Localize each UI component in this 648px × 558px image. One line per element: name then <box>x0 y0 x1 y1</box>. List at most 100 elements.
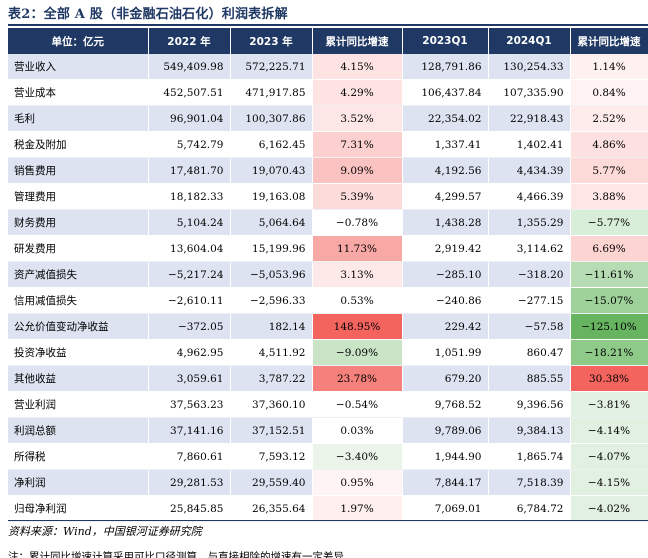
header-annual-growth: 累计同比增速 <box>312 28 403 54</box>
cell-2023: 15,199.96 <box>230 235 313 262</box>
cell-2024q1: 885.55 <box>488 365 571 392</box>
cell-annual-growth: 4.29% <box>312 79 403 106</box>
footnote: 注：累计同比增速计算采用可比口径测算，与直接相除的增速有一定差异 <box>8 551 344 558</box>
table-row: 利润总额 37,141.16 37,152.51 0.03% 9,789.06 9,384… <box>8 417 648 444</box>
row-label: 财务费用 <box>8 209 149 236</box>
cell-2022: 13,604.04 <box>148 235 231 262</box>
cell-2023: 7,593.12 <box>230 443 313 470</box>
cell-2023: 5,064.64 <box>230 209 313 236</box>
table-row: 公允价值变动净收益 −372.05 182.14 148.95% 229.42 −57.5… <box>8 313 648 340</box>
row-label: 管理费用 <box>8 183 149 210</box>
cell-quarter-growth: −5.77% <box>570 209 648 236</box>
cell-2023q1: 4,299.57 <box>402 183 489 210</box>
table-row: 营业收入 549,409.98 572,225.71 4.15% 128,791.86 1… <box>8 54 648 80</box>
cell-2023q1: 2,919.42 <box>402 235 489 262</box>
cell-annual-growth: −0.78% <box>312 209 403 236</box>
income-statement-table: 单位：亿元 2022 年 2023 年 累计同比增速 2023Q1 2024Q1… <box>8 28 648 522</box>
cell-annual-growth: −9.09% <box>312 339 403 366</box>
table-row: 其他收益 3,059.61 3,787.22 23.78% 679.20 885.55 30… <box>8 365 648 392</box>
cell-2024q1: 860.47 <box>488 339 571 366</box>
cell-annual-growth: 4.15% <box>312 54 403 80</box>
cell-annual-growth: 148.95% <box>312 313 403 340</box>
cell-2022: 17,481.70 <box>148 157 231 184</box>
cell-2023q1: 7,844.17 <box>402 469 489 496</box>
cell-quarter-growth: 1.14% <box>570 54 648 80</box>
cell-quarter-growth: 6.69% <box>570 235 648 262</box>
cell-2022: 18,182.33 <box>148 183 231 210</box>
cell-2022: 29,281.53 <box>148 469 231 496</box>
row-label: 净利润 <box>8 469 149 496</box>
cell-quarter-growth: −3.81% <box>570 391 648 418</box>
cell-2024q1: 9,396.56 <box>488 391 571 418</box>
cell-2024q1: 22,918.43 <box>488 105 571 132</box>
cell-2023q1: −285.10 <box>402 261 489 288</box>
row-label: 所得税 <box>8 443 149 470</box>
cell-annual-growth: −3.40% <box>312 443 403 470</box>
cell-2023q1: 7,069.01 <box>402 495 489 522</box>
cell-annual-growth: 3.52% <box>312 105 403 132</box>
cell-2022: 452,507.51 <box>148 79 231 106</box>
table-row: 营业成本 452,507.51 471,917.85 4.29% 106,437.84 1… <box>8 79 648 106</box>
cell-2023q1: 9,768.52 <box>402 391 489 418</box>
cell-2023: 3,787.22 <box>230 365 313 392</box>
cell-2022: 7,860.61 <box>148 443 231 470</box>
cell-annual-growth: 9.09% <box>312 157 403 184</box>
table-row: 净利润 29,281.53 29,559.40 0.95% 7,844.17 7,518.… <box>8 469 648 496</box>
cell-2024q1: 1,355.29 <box>488 209 571 236</box>
cell-quarter-growth: 5.77% <box>570 157 648 184</box>
cell-2023: −2,596.33 <box>230 287 313 314</box>
bottom-rule <box>8 520 648 521</box>
cell-2022: 4,962.95 <box>148 339 231 366</box>
cell-2022: 96,901.04 <box>148 105 231 132</box>
cell-quarter-growth: −11.61% <box>570 261 648 288</box>
header-2022: 2022 年 <box>148 28 231 54</box>
table-row: 税金及附加 5,742.79 6,162.45 7.31% 1,337.41 1,402.… <box>8 131 648 158</box>
cell-2023: 19,163.08 <box>230 183 313 210</box>
cell-2023q1: 4,192.56 <box>402 157 489 184</box>
cell-2024q1: 6,784.72 <box>488 495 571 522</box>
cell-2023: 471,917.85 <box>230 79 313 106</box>
cell-2024q1: −318.20 <box>488 261 571 288</box>
table-row: 研发费用 13,604.04 15,199.96 11.73% 2,919.42 3,11… <box>8 235 648 262</box>
table-row: 信用减值损失 −2,610.11 −2,596.33 0.53% −240.86 −277… <box>8 287 648 314</box>
cell-2024q1: 4,466.39 <box>488 183 571 210</box>
cell-2024q1: 7,518.39 <box>488 469 571 496</box>
table-row: 营业利润 37,563.23 37,360.10 −0.54% 9,768.52 9,39… <box>8 391 648 418</box>
cell-2023: 100,307.86 <box>230 105 313 132</box>
row-label: 信用减值损失 <box>8 287 149 314</box>
cell-2022: 549,409.98 <box>148 54 231 80</box>
cell-2023: 19,070.43 <box>230 157 313 184</box>
cell-2023: −5,053.96 <box>230 261 313 288</box>
table-title: 表2：全部 A 股（非金融石油石化）利润表拆解 <box>8 7 288 22</box>
table-row: 销售费用 17,481.70 19,070.43 9.09% 4,192.56 4,434… <box>8 157 648 184</box>
row-label: 研发费用 <box>8 235 149 262</box>
cell-2023: 4,511.92 <box>230 339 313 366</box>
cell-2023q1: 128,791.86 <box>402 54 489 80</box>
top-rule <box>8 24 648 26</box>
cell-2022: 3,059.61 <box>148 365 231 392</box>
cell-quarter-growth: −4.07% <box>570 443 648 470</box>
cell-2023q1: 9,789.06 <box>402 417 489 444</box>
source-note: 资料来源：Wind，中国银河证券研究院 <box>8 525 202 538</box>
cell-annual-growth: −0.54% <box>312 391 403 418</box>
cell-2023q1: 22,354.02 <box>402 105 489 132</box>
cell-quarter-growth: 3.88% <box>570 183 648 210</box>
row-label: 销售费用 <box>8 157 149 184</box>
cell-2023q1: 229.42 <box>402 313 489 340</box>
cell-quarter-growth: −4.15% <box>570 469 648 496</box>
cell-2023q1: 1,337.41 <box>402 131 489 158</box>
row-label: 归母净利润 <box>8 495 149 522</box>
cell-quarter-growth: 30.38% <box>570 365 648 392</box>
row-label: 其他收益 <box>8 365 149 392</box>
header-2023: 2023 年 <box>230 28 313 54</box>
cell-quarter-growth: −4.02% <box>570 495 648 522</box>
cell-2023: 6,162.45 <box>230 131 313 158</box>
cell-2022: −2,610.11 <box>148 287 231 314</box>
table-row: 管理费用 18,182.33 19,163.08 5.39% 4,299.57 4,466… <box>8 183 648 210</box>
cell-2022: 37,563.23 <box>148 391 231 418</box>
cell-quarter-growth: 4.86% <box>570 131 648 158</box>
header-2024q1: 2024Q1 <box>488 28 571 54</box>
cell-2022: −5,217.24 <box>148 261 231 288</box>
header-unit: 单位：亿元 <box>8 28 149 54</box>
row-label: 营业成本 <box>8 79 149 106</box>
